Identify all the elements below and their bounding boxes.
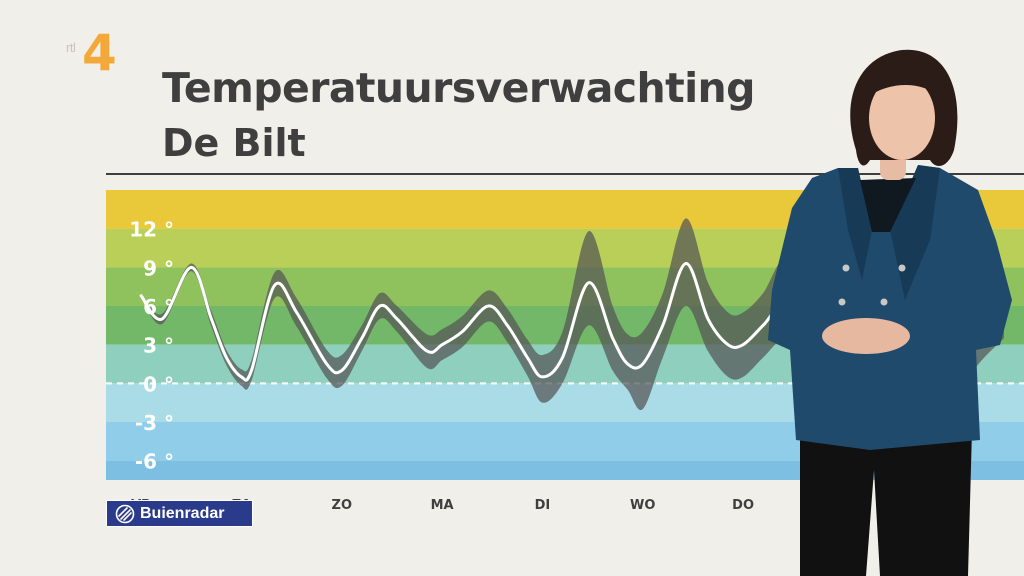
x-tick-label: MA — [431, 498, 454, 513]
rtl4-logo-number: 4 — [82, 24, 117, 82]
y-tick-label: 0 ° — [143, 372, 174, 396]
y-tick-labels: 12 ° 9 ° 6 ° 3 ° 0 ° -3 ° -6 ° — [129, 218, 174, 474]
presenter-face — [869, 76, 935, 160]
title-divider — [106, 173, 1024, 175]
y-tick-label: -6 ° — [135, 450, 174, 474]
x-tick-label: DO — [732, 498, 754, 513]
presenter-top — [860, 178, 916, 232]
buienradar-badge: Buienradar — [106, 500, 253, 527]
buienradar-label: Buienradar — [140, 504, 225, 522]
presenter-lapel-left — [838, 168, 872, 280]
y-tick-label: 6 ° — [143, 295, 174, 319]
x-tick-label: DI — [535, 498, 551, 513]
presenter-blazer — [768, 165, 1012, 450]
rtl4-logo: rtl 4 — [66, 28, 124, 84]
rtl-logo-text: rtl — [66, 40, 76, 55]
blazer-button — [838, 298, 846, 306]
y-tick-label: 9 ° — [143, 256, 174, 280]
presenter-trousers — [800, 430, 972, 576]
y-tick-label: 12 ° — [129, 218, 174, 242]
presenter-hands — [822, 318, 910, 354]
blazer-button — [880, 298, 888, 306]
presenter-fringe — [866, 72, 940, 98]
buienradar-logo-icon — [115, 504, 135, 523]
y-tick-label: -3 ° — [135, 411, 174, 435]
blazer-button — [898, 264, 906, 272]
location-subtitle: De Bilt — [162, 121, 306, 165]
temperature-band — [106, 460, 1024, 480]
y-tick-label: 3 ° — [143, 334, 174, 358]
x-tick-label: WO — [630, 498, 655, 513]
x-tick-label: ZO — [332, 498, 352, 513]
blazer-button — [842, 264, 850, 272]
page-title: Temperatuursverwachting — [162, 64, 755, 112]
